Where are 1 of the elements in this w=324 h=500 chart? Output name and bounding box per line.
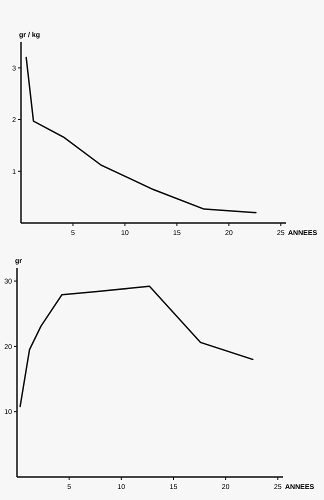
- line-series: [25, 56, 257, 214]
